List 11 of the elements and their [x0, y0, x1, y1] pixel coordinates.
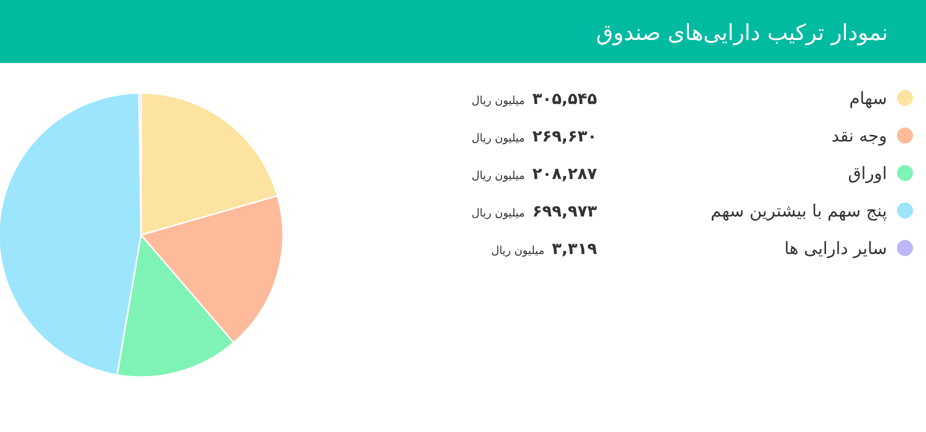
chart-title: نمودار ترکیب دارایی‌های صندوق — [596, 21, 888, 46]
data-label: ۳۰۵,۵۴۵ میلیون ریال — [472, 89, 598, 108]
legend-label: پنج سهم با بیشترین سهم — [710, 202, 888, 222]
legend-label: اوراق — [848, 164, 887, 184]
legend-label: سایر دارایی ها — [784, 239, 887, 259]
data-label: ۲۰۸,۲۸۷ میلیون ریال — [472, 164, 598, 183]
data-label: ۶۹۹,۹۷۳ میلیون ریال — [472, 202, 598, 220]
legend-label: وجه نقد — [832, 126, 887, 146]
legend-label: سهام — [849, 89, 887, 109]
data-label: ۳,۳۱۹ میلیون ریال — [491, 239, 598, 258]
data-label: ۲۶۹,۶۳۰ میلیون ریال — [472, 126, 597, 146]
